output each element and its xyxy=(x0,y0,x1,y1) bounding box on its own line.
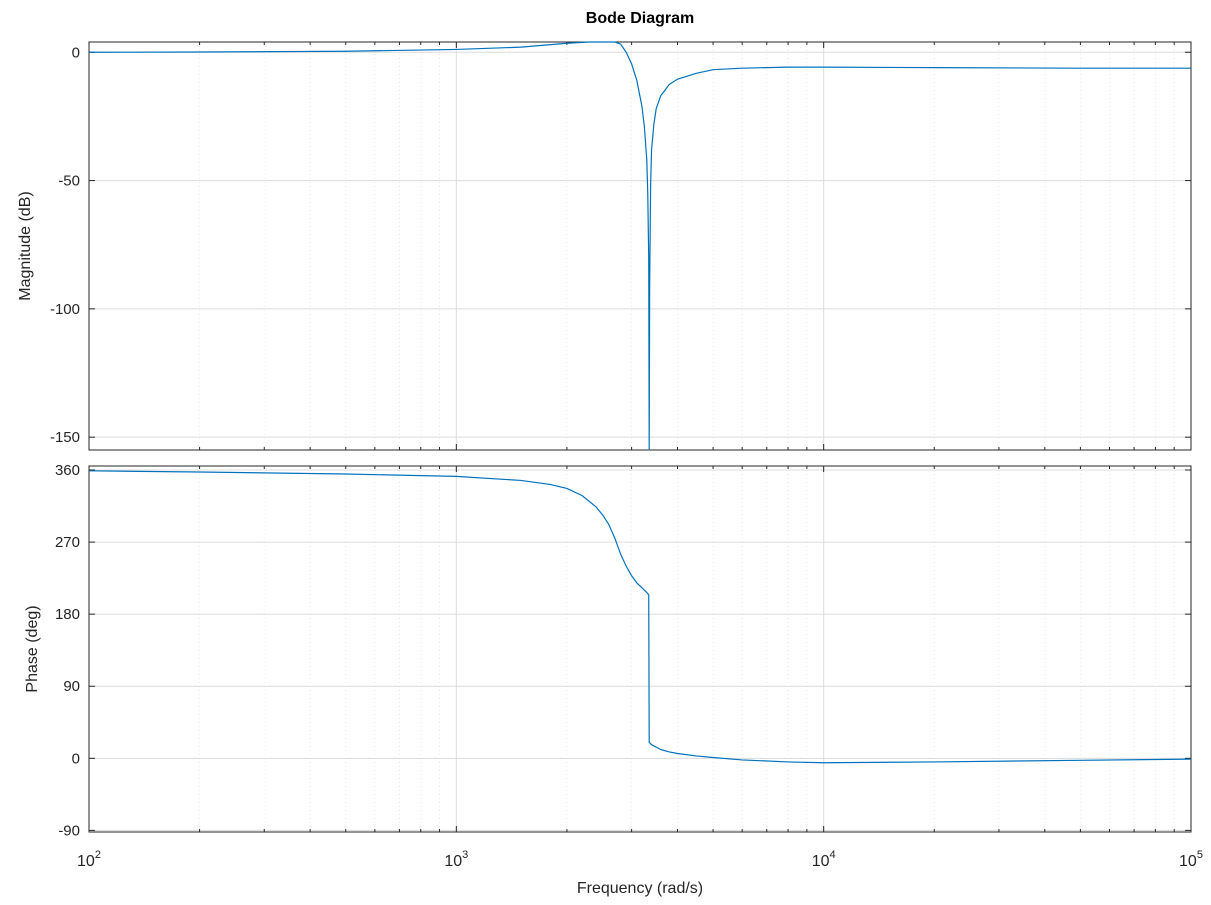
magnitude-axes-box xyxy=(88,41,1192,451)
phase-axis-title: Phase (deg) xyxy=(24,605,41,692)
phase-y-tick-label: 0 xyxy=(72,750,80,767)
magnitude-y-tick-label: -100 xyxy=(50,301,80,318)
magnitude-ticks xyxy=(88,42,1191,450)
magnitude-series-line xyxy=(88,41,1191,451)
phase-y-tick-label: 360 xyxy=(55,462,80,479)
magnitude-axis-title: Magnitude (dB) xyxy=(17,191,34,300)
magnitude-y-tick-label: 0 xyxy=(72,44,80,61)
phase-grid xyxy=(88,466,1191,832)
chart-title: Bode Diagram xyxy=(586,10,694,27)
frequency-x-tick-label: 102 xyxy=(77,849,101,870)
magnitude-y-tick-label: -150 xyxy=(50,429,80,446)
magnitude-y-tick-label: -50 xyxy=(58,173,80,190)
phase-series-line xyxy=(88,470,1192,764)
magnitude-grid xyxy=(88,42,1191,450)
magnitude-y-tick-labels: 0 -50 -100 -150 xyxy=(50,44,80,446)
frequency-x-tick-labels: 102 103 104 105 xyxy=(77,849,1203,870)
phase-y-tick-label: 90 xyxy=(63,678,80,695)
phase-axes-box xyxy=(88,465,1192,833)
phase-y-tick-labels: 360 270 180 90 0 -90 xyxy=(55,462,80,839)
frequency-x-tick-label: 104 xyxy=(812,849,836,870)
phase-y-tick-label: 180 xyxy=(55,606,80,623)
frequency-axis-title: Frequency (rad/s) xyxy=(577,880,703,897)
phase-ticks xyxy=(88,466,1191,832)
phase-y-tick-label: 270 xyxy=(55,534,80,551)
frequency-x-tick-label: 105 xyxy=(1179,849,1203,870)
frequency-x-tick-label: 103 xyxy=(444,849,468,870)
phase-y-tick-label: -90 xyxy=(58,822,80,839)
